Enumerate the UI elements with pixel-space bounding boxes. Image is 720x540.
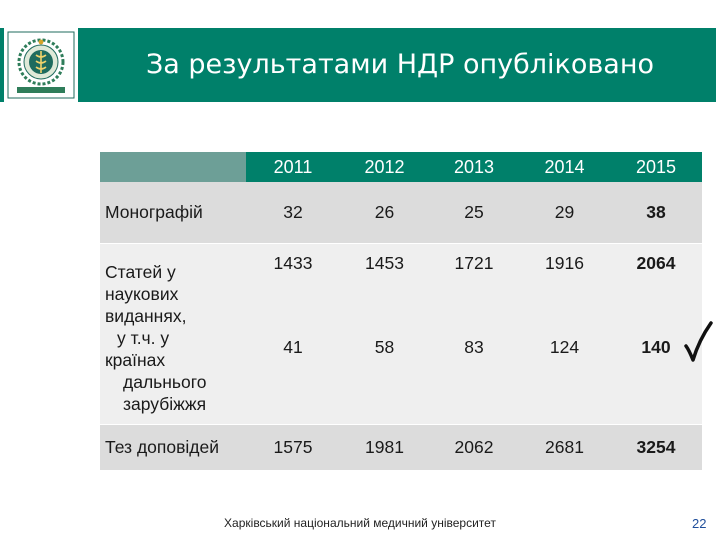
row-label: Монографій: [100, 182, 246, 243]
abroad-value: 83: [464, 336, 484, 357]
row-label: Тез доповідей: [100, 424, 246, 470]
table-cell: 2681: [519, 424, 610, 470]
table-row-articles: Статей у наукових виданнях, у т.ч. у кра…: [100, 243, 702, 424]
table-header-row: 2011 2012 2013 2014 2015: [100, 152, 702, 182]
table-cell: 1575: [246, 424, 340, 470]
row-label-articles: Статей у наукових виданнях, у т.ч. у кра…: [100, 243, 246, 424]
articles-value: 1433: [273, 252, 313, 273]
university-logo-icon: [7, 31, 75, 99]
year-header: 2012: [340, 152, 429, 182]
abroad-value: 41: [283, 336, 303, 357]
publications-table: 2011 2012 2013 2014 2015 Монографій 32 2…: [100, 152, 702, 470]
abroad-value: 124: [549, 336, 580, 357]
abroad-value: 58: [374, 336, 395, 357]
table-row-theses: Тез доповідей 1575 1981 2062 2681 3254: [100, 424, 702, 470]
articles-value: 1453: [365, 252, 404, 273]
table-cell: 1433 41: [246, 243, 340, 424]
row-label-line: у т.ч. у: [117, 327, 170, 348]
year-header: 2013: [429, 152, 519, 182]
table-cell: 1721 83: [429, 243, 519, 424]
table-cell: 1981: [340, 424, 429, 470]
table-cell: 2062: [429, 424, 519, 470]
table-cell: 25: [429, 182, 519, 243]
row-label-line: зарубіжжя: [123, 393, 207, 414]
table-cell: 1453 58: [340, 243, 429, 424]
year-header: 2011: [246, 152, 340, 182]
table-cell: 38: [610, 182, 702, 243]
table-cell: 2064 140: [610, 243, 702, 424]
table-cell: 3254: [610, 424, 702, 470]
year-header: 2015: [610, 152, 702, 182]
table-cell: 1916 124: [519, 243, 610, 424]
year-header: 2014: [519, 152, 610, 182]
page-title: За результатами НДР опубліковано: [145, 49, 655, 80]
row-label-line: Статей у: [105, 261, 176, 282]
header-band: [0, 28, 716, 102]
table-cell: 32: [246, 182, 340, 243]
table-cell: 29: [519, 182, 610, 243]
table-corner-cell: [100, 152, 246, 182]
abroad-value: 140: [641, 336, 671, 357]
row-label-line: наукових: [105, 283, 179, 304]
articles-value: 2064: [636, 252, 676, 273]
checkmark-icon: [684, 321, 713, 362]
row-label-line: дальнього: [123, 371, 207, 392]
table-row-monographs: Монографій 32 26 25 29 38: [100, 182, 702, 243]
table-cell: 26: [340, 182, 429, 243]
row-label-line: країнах: [105, 349, 166, 370]
row-label-line: виданнях,: [105, 305, 187, 326]
articles-value: 1721: [454, 252, 494, 273]
footer-university: Харківський національний медичний універ…: [224, 516, 496, 530]
page-number: 22: [692, 516, 707, 531]
university-logo: [4, 28, 78, 102]
articles-value: 1916: [545, 252, 584, 273]
